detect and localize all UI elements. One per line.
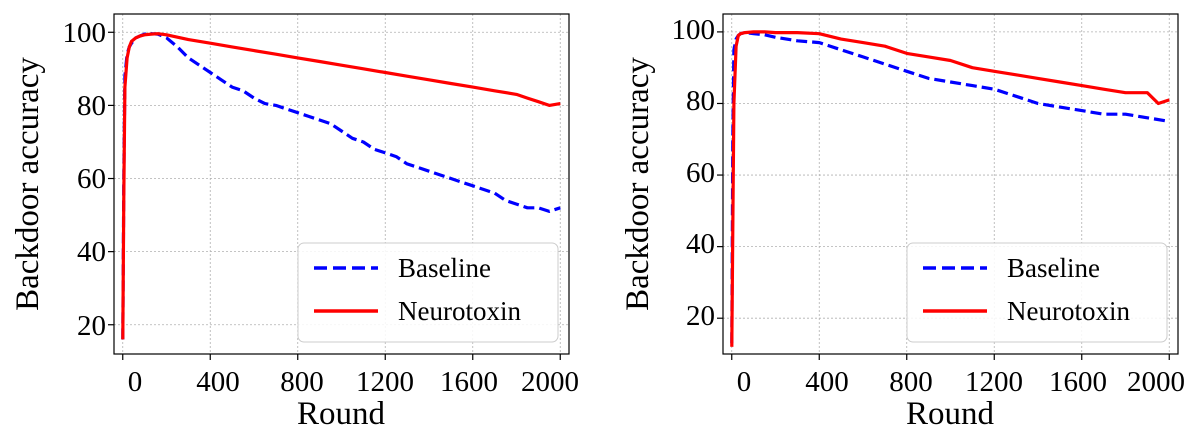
x-tick-label: 800 bbox=[280, 366, 324, 398]
x-axis-title: Round bbox=[906, 396, 995, 432]
y-tick-label: 20 bbox=[77, 310, 106, 342]
x-tick-label: 2000 bbox=[1127, 366, 1185, 398]
y-tick-label: 40 bbox=[686, 228, 715, 260]
series-lines-right bbox=[730, 30, 1170, 347]
x-tick-label: 1600 bbox=[440, 366, 498, 398]
x-tick-label: 0 bbox=[737, 366, 752, 398]
y-tick-label: 60 bbox=[686, 157, 715, 189]
series-line-neurotoxin bbox=[121, 32, 561, 340]
x-tick-label: 1600 bbox=[1049, 366, 1107, 398]
ticks-right bbox=[717, 31, 1170, 360]
chart-panel-left: 0 400 800 1200 1600 2000 20 40 60 80 100… bbox=[10, 13, 579, 432]
y-tick-label: 20 bbox=[686, 300, 715, 332]
legend-left: Baseline Neurotoxin bbox=[297, 242, 559, 343]
x-axis-title: Round bbox=[297, 396, 386, 432]
legend-label-neurotoxin: Neurotoxin bbox=[398, 296, 521, 326]
series-line-neurotoxin bbox=[730, 30, 1170, 347]
legend-label-baseline: Baseline bbox=[1007, 253, 1100, 283]
x-tick-label: 1200 bbox=[965, 366, 1023, 398]
y-axis-title: Backdoor accuracy bbox=[10, 57, 46, 311]
x-tick-label: 400 bbox=[805, 366, 849, 398]
x-tick-label: 400 bbox=[196, 366, 240, 398]
series-lines-left bbox=[121, 32, 561, 340]
x-tick-label: 2000 bbox=[521, 366, 579, 398]
y-tick-label: 80 bbox=[686, 85, 715, 117]
x-tick-label: 0 bbox=[128, 366, 143, 398]
ticks-left bbox=[108, 31, 561, 360]
y-tick-label: 100 bbox=[63, 17, 107, 49]
x-tick-label: 800 bbox=[889, 366, 933, 398]
y-axis-title: Backdoor accuracy bbox=[620, 57, 656, 311]
y-tick-label: 40 bbox=[77, 236, 106, 268]
legend-label-baseline: Baseline bbox=[398, 253, 491, 283]
plot-frame-right bbox=[722, 13, 1179, 355]
plot-frame-left bbox=[113, 13, 570, 355]
y-tick-label: 80 bbox=[77, 90, 106, 122]
y-tick-label: 100 bbox=[672, 14, 716, 46]
chart-panel-right: 0 400 800 1200 1600 2000 20 40 60 80 100… bbox=[620, 13, 1185, 432]
y-tick-label: 60 bbox=[77, 163, 106, 195]
legend-right: Baseline Neurotoxin bbox=[906, 242, 1168, 343]
legend-label-neurotoxin: Neurotoxin bbox=[1007, 296, 1130, 326]
x-tick-label: 1200 bbox=[356, 366, 414, 398]
